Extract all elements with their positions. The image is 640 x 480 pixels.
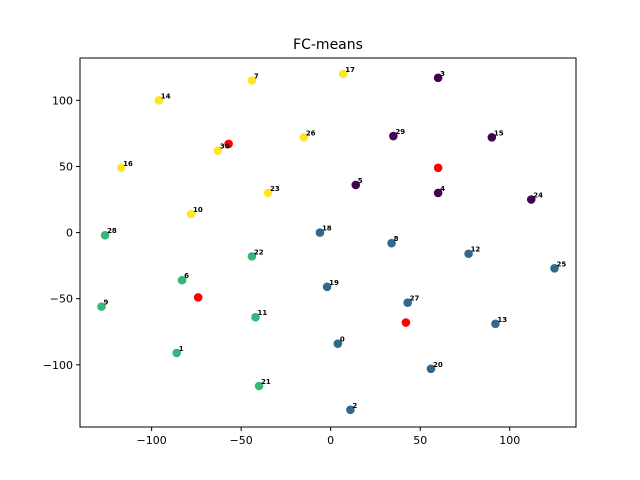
y-tick-label: 100 bbox=[52, 94, 73, 107]
data-points bbox=[97, 69, 559, 415]
data-point-16 bbox=[116, 163, 126, 173]
y-axis: −100 −50 0 50 100 bbox=[43, 94, 80, 372]
centroid-1 bbox=[224, 139, 233, 149]
point-label-13: 13 bbox=[497, 316, 507, 324]
cluster-centroids bbox=[193, 139, 443, 327]
point-label-1: 1 bbox=[179, 345, 184, 353]
data-point-18 bbox=[315, 228, 325, 237]
point-label-28: 28 bbox=[107, 227, 117, 235]
data-point-11 bbox=[251, 312, 260, 322]
data-point-29 bbox=[389, 131, 398, 141]
data-point-10 bbox=[186, 209, 196, 219]
point-label-22: 22 bbox=[254, 248, 264, 256]
point-label-11: 11 bbox=[257, 309, 267, 317]
data-point-3 bbox=[433, 73, 443, 83]
data-point-22 bbox=[247, 252, 257, 261]
centroid-2 bbox=[193, 293, 203, 302]
chart-title: FC-means bbox=[293, 37, 363, 53]
point-label-0: 0 bbox=[340, 336, 345, 344]
y-tick-label: 0 bbox=[66, 227, 73, 240]
point-label-21: 21 bbox=[261, 378, 271, 386]
point-label-19: 19 bbox=[329, 279, 339, 287]
data-point-23 bbox=[263, 188, 273, 198]
point-label-15: 15 bbox=[494, 129, 504, 137]
data-point-14 bbox=[154, 96, 164, 105]
data-point-19 bbox=[322, 282, 332, 292]
data-point-24 bbox=[526, 195, 536, 204]
point-label-14: 14 bbox=[161, 92, 171, 100]
point-label-8: 8 bbox=[394, 235, 399, 243]
data-point-2 bbox=[346, 405, 355, 415]
point-label-30: 30 bbox=[220, 143, 230, 151]
centroid-0 bbox=[433, 163, 443, 173]
y-tick-label: −100 bbox=[43, 359, 73, 372]
point-label-12: 12 bbox=[471, 246, 481, 254]
x-tick-label: 0 bbox=[327, 434, 334, 447]
y-tick-label: 50 bbox=[59, 160, 73, 173]
point-label-25: 25 bbox=[557, 260, 567, 268]
point-label-10: 10 bbox=[193, 206, 203, 214]
data-point-9 bbox=[97, 302, 106, 311]
data-point-26 bbox=[299, 133, 309, 142]
data-point-20 bbox=[426, 364, 436, 374]
data-point-15 bbox=[487, 133, 497, 142]
data-point-5 bbox=[351, 180, 361, 190]
point-label-16: 16 bbox=[123, 160, 133, 168]
data-point-13 bbox=[491, 319, 500, 329]
data-point-6 bbox=[177, 275, 187, 285]
x-tick-label: −100 bbox=[137, 434, 167, 447]
point-label-5: 5 bbox=[358, 177, 363, 185]
x-tick-label: 50 bbox=[413, 434, 427, 447]
x-tick-label: −50 bbox=[230, 434, 253, 447]
point-label-27: 27 bbox=[410, 295, 420, 303]
x-axis: −100 −50 0 50 100 bbox=[137, 427, 520, 447]
y-tick-label: −50 bbox=[50, 293, 73, 306]
point-label-29: 29 bbox=[395, 128, 405, 136]
point-label-24: 24 bbox=[533, 192, 543, 200]
data-point-12 bbox=[464, 249, 473, 259]
data-point-21 bbox=[254, 381, 264, 391]
point-label-23: 23 bbox=[270, 185, 280, 193]
point-label-6: 6 bbox=[184, 272, 189, 280]
point-label-3: 3 bbox=[440, 70, 445, 78]
centroid-3 bbox=[401, 318, 411, 327]
plot-area bbox=[79, 57, 577, 428]
data-point-8 bbox=[387, 238, 396, 248]
point-label-2: 2 bbox=[352, 402, 357, 410]
point-labels: 0123456789101112131415161718192021222324… bbox=[103, 66, 566, 410]
point-label-18: 18 bbox=[322, 225, 332, 233]
data-point-30 bbox=[213, 146, 223, 155]
data-point-0 bbox=[333, 339, 343, 348]
point-label-17: 17 bbox=[345, 66, 355, 74]
data-point-28 bbox=[100, 230, 110, 240]
data-point-27 bbox=[403, 298, 412, 307]
point-label-7: 7 bbox=[254, 72, 259, 80]
data-point-1 bbox=[172, 348, 181, 358]
data-point-25 bbox=[550, 263, 559, 273]
data-point-17 bbox=[338, 69, 348, 79]
point-label-9: 9 bbox=[103, 299, 108, 307]
data-point-7 bbox=[247, 76, 257, 85]
x-tick-label: 100 bbox=[499, 434, 520, 447]
point-label-4: 4 bbox=[440, 185, 445, 193]
point-label-26: 26 bbox=[306, 129, 316, 137]
data-point-4 bbox=[433, 188, 443, 198]
point-label-20: 20 bbox=[433, 361, 443, 369]
